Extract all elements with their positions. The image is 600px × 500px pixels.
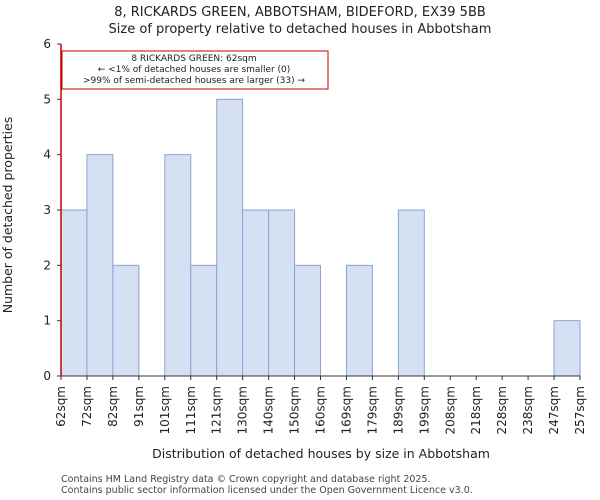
x-tick-label: 228sqm: [495, 386, 509, 434]
y-tick-label: 3: [43, 203, 51, 217]
annotation-border: [61, 50, 329, 90]
annotation-box: 8 RICKARDS GREEN: 62sqm ← <1% of detache…: [61, 50, 329, 90]
x-tick-label: 199sqm: [417, 386, 431, 434]
x-tick-label: 218sqm: [469, 386, 483, 434]
bar-140sqm: [268, 209, 296, 377]
bar-169sqm: [345, 264, 373, 377]
x-tick-label: 179sqm: [365, 386, 379, 434]
x-tick-label: 62sqm: [54, 386, 68, 427]
bars: [60, 98, 581, 377]
annotation-line-3: >99% of semi-detached houses are larger …: [83, 76, 306, 86]
x-tick-label: 257sqm: [573, 386, 587, 434]
y-tick-label: 5: [43, 92, 51, 106]
x-tick-label: 150sqm: [288, 386, 302, 434]
x-tick-label: 121sqm: [210, 386, 224, 434]
bar-130sqm: [242, 209, 270, 377]
bar-101sqm: [164, 154, 192, 377]
x-tick-label: 111sqm: [184, 386, 198, 434]
x-ticks: 62sqm 72sqm 82sqm 91sqm 101sqm 111sqm 121sqm 13…: [54, 376, 587, 434]
y-tick-label: 6: [43, 37, 51, 51]
x-tick-label: 208sqm: [443, 386, 457, 434]
y-tick-label: 4: [43, 148, 51, 162]
chart-title-line-1: 8, RICKARDS GREEN, ABBOTSHAM, BIDEFORD, …: [114, 5, 486, 20]
bar-150sqm: [294, 264, 321, 377]
x-tick-label: 247sqm: [547, 386, 561, 434]
x-tick-label: 130sqm: [236, 386, 250, 434]
x-tick-label: 72sqm: [80, 386, 94, 427]
x-tick-label: 169sqm: [339, 386, 353, 434]
footer-line-2: Contains public sector information licen…: [61, 485, 473, 496]
bar-62sqm: [60, 209, 88, 377]
x-tick-label: 140sqm: [262, 386, 276, 434]
bar-111sqm: [190, 264, 218, 377]
y-ticks: 0 1 2 3 4 5 6: [43, 37, 61, 383]
annotation-line-2: ← <1% of detached houses are smaller (0): [98, 65, 291, 75]
bar-247sqm: [553, 320, 581, 377]
y-tick-label: 1: [43, 314, 51, 328]
x-tick-label: 82sqm: [106, 386, 120, 427]
x-tick-label: 238sqm: [521, 386, 535, 434]
bar-189sqm: [397, 209, 425, 377]
y-tick-label: 0: [43, 369, 51, 383]
x-tick-label: 189sqm: [391, 386, 405, 434]
y-axis-label: Number of detached properties: [0, 117, 15, 314]
x-tick-label: 91sqm: [132, 386, 146, 427]
y-tick-label: 2: [43, 258, 51, 272]
x-tick-label: 160sqm: [314, 386, 328, 434]
x-axis-label: Distribution of detached houses by size …: [152, 446, 490, 461]
chart-title-line-2: Size of property relative to detached ho…: [109, 22, 492, 37]
bar-82sqm: [112, 264, 140, 377]
bar-121sqm: [216, 98, 244, 377]
x-tick-label: 101sqm: [158, 386, 172, 434]
bar-72sqm: [86, 154, 114, 377]
annotation-line-1: 8 RICKARDS GREEN: 62sqm: [131, 54, 256, 64]
footer-line-1: Contains HM Land Registry data © Crown c…: [61, 474, 431, 485]
